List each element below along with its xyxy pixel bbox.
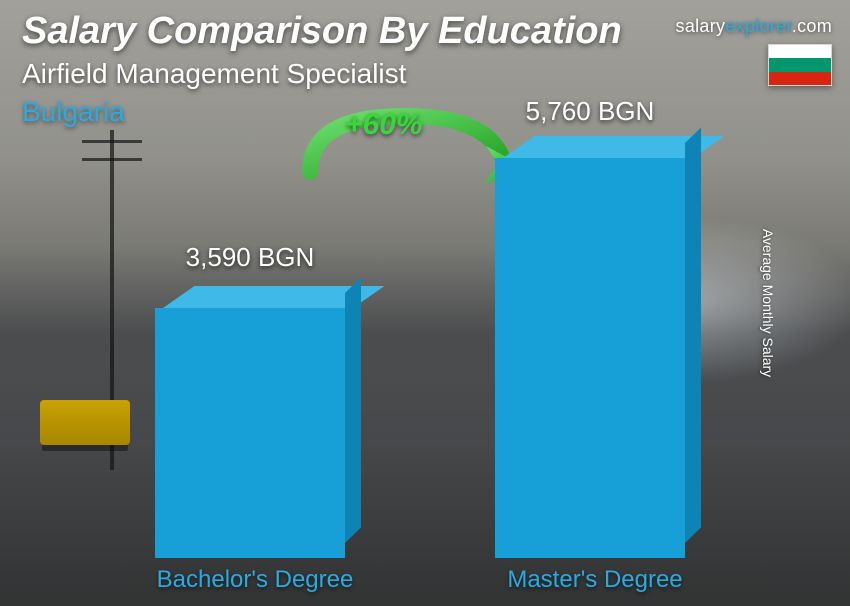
- chart-title: Salary Comparison By Education: [22, 10, 622, 53]
- bg-truck-silhouette: [40, 400, 130, 445]
- flag-stripe-0: [769, 45, 831, 58]
- brand-suffix: .com: [792, 16, 832, 36]
- chart-subtitle: Airfield Management Specialist: [22, 58, 406, 90]
- brand-accent: explorer: [725, 16, 791, 36]
- bar-master-side: [685, 128, 701, 543]
- bar-bachelor-label: Bachelor's Degree: [125, 566, 385, 594]
- flag-stripe-1: [769, 58, 831, 71]
- bar-bachelor-front: [155, 308, 345, 558]
- bar-master-label: Master's Degree: [465, 566, 725, 594]
- bar-master-front: [495, 158, 685, 558]
- bar-bachelor-value: 3,590 BGN: [130, 242, 370, 273]
- bar-master: [495, 136, 685, 558]
- y-axis-label: Average Monthly Salary: [760, 229, 776, 377]
- bar-bachelor: [155, 286, 345, 558]
- infographic-canvas: Salary Comparison By Education Airfield …: [0, 0, 850, 606]
- delta-percent: +60%: [345, 108, 423, 142]
- brand-prefix: salary: [676, 16, 726, 36]
- country-flag: [768, 44, 832, 86]
- bar-master-value: 5,760 BGN: [470, 96, 710, 127]
- bar-bachelor-side: [345, 278, 361, 543]
- flag-stripe-2: [769, 72, 831, 85]
- brand-logo-text: salaryexplorer.com: [676, 16, 832, 37]
- chart-country: Bulgaria: [22, 96, 125, 128]
